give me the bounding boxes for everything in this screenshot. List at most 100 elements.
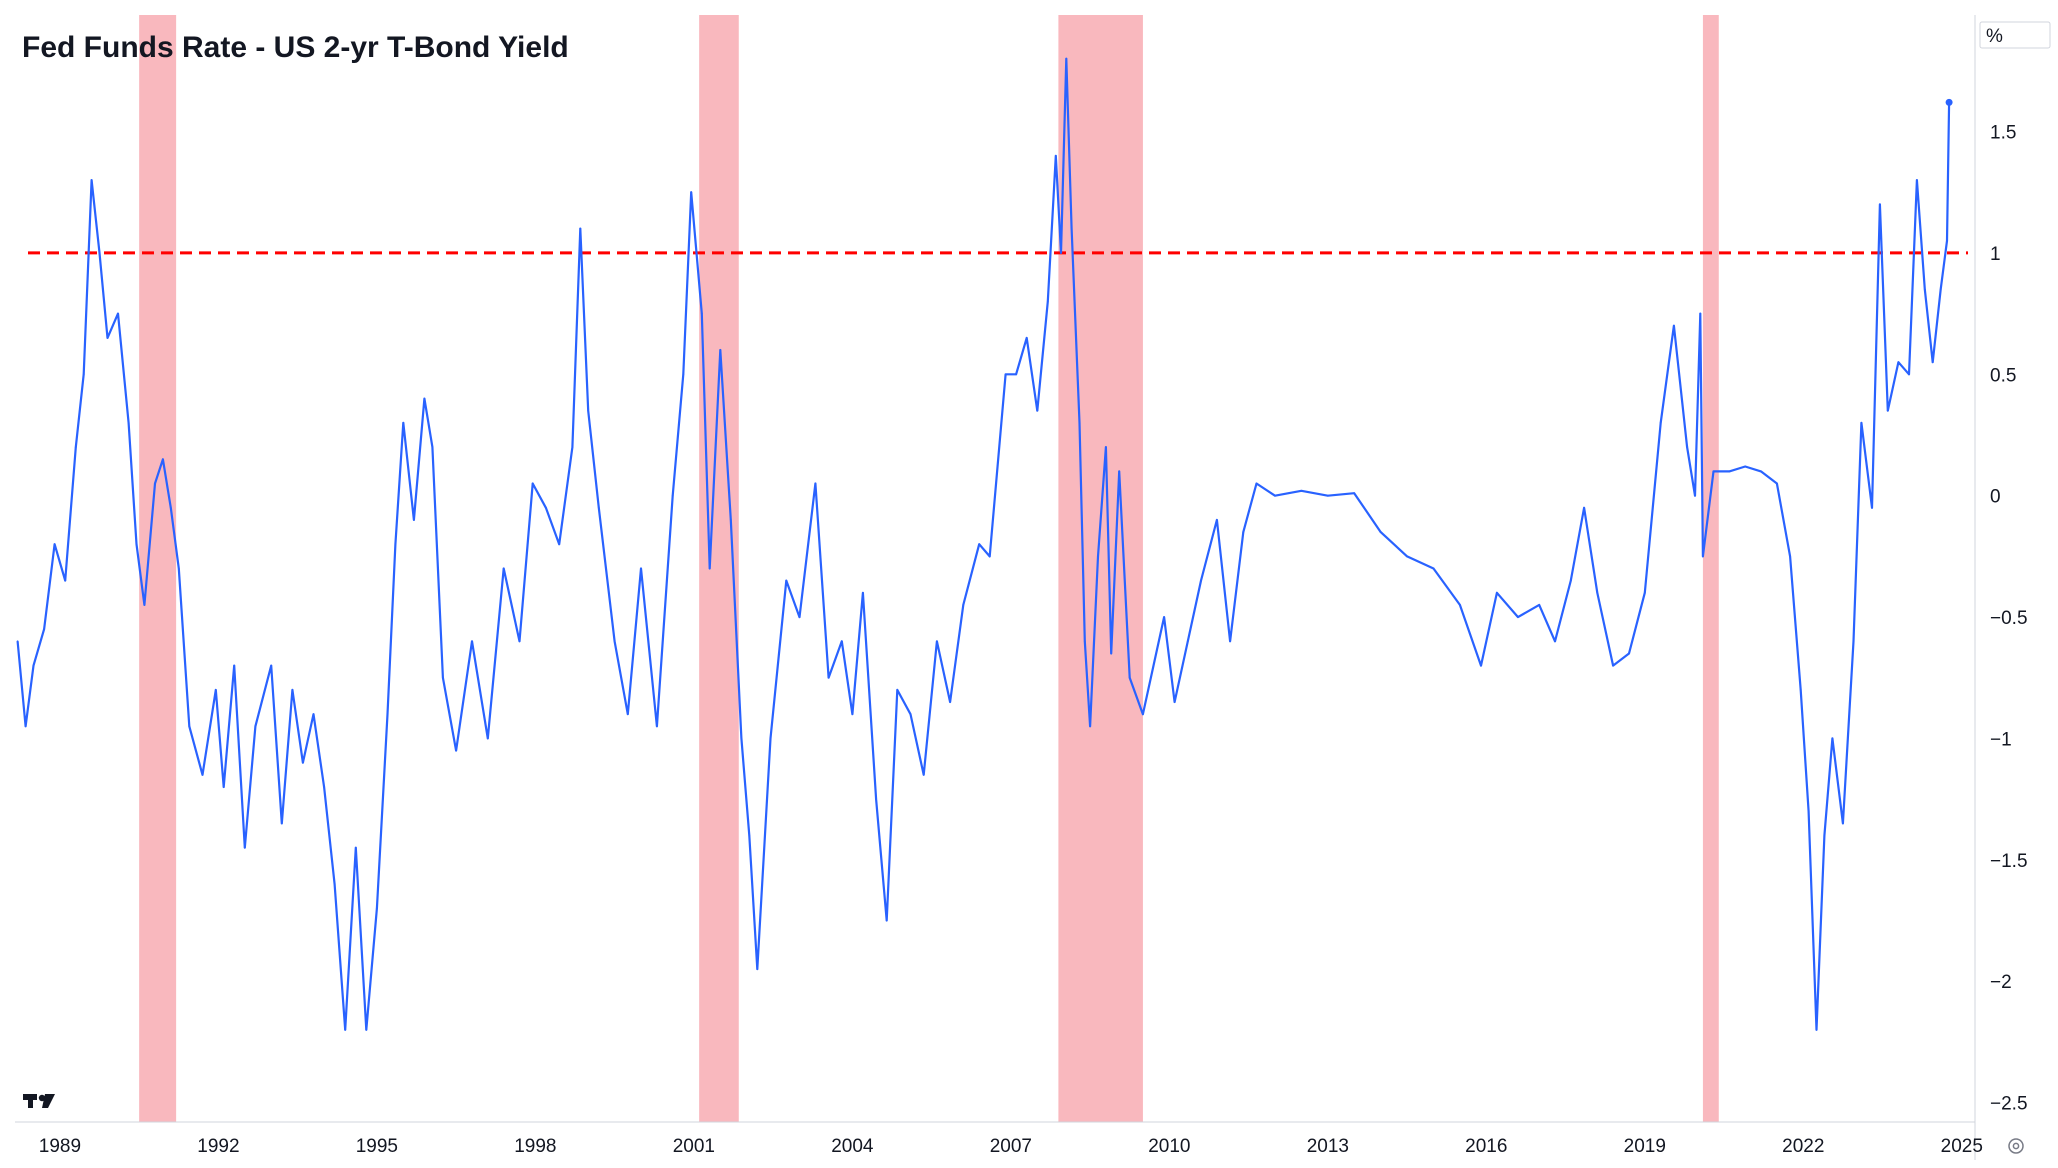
data-point <box>1255 482 1258 485</box>
data-point <box>862 591 864 594</box>
data-point <box>785 579 788 582</box>
data-point <box>1886 409 1889 412</box>
data-point <box>626 713 629 716</box>
data-point <box>1628 652 1630 655</box>
data-point <box>740 737 743 740</box>
data-point <box>1799 689 1802 691</box>
data-point <box>875 798 877 800</box>
data-point <box>1152 664 1155 667</box>
data-point <box>154 482 156 485</box>
data-point <box>1852 640 1855 643</box>
data-point <box>571 446 574 448</box>
data-point <box>1432 567 1435 570</box>
data-point <box>962 604 965 606</box>
data-point <box>127 421 130 424</box>
data-point <box>690 191 693 194</box>
data-point <box>1760 470 1762 473</box>
data-point <box>1200 579 1202 582</box>
data-point <box>431 446 434 448</box>
data-point <box>1163 616 1165 618</box>
data-point <box>1673 324 1675 327</box>
data-point <box>1118 470 1121 473</box>
data-point <box>1353 492 1356 495</box>
data-point <box>502 567 505 570</box>
data-point <box>840 640 843 643</box>
y-tick-label: 1 <box>1990 244 2001 265</box>
data-point <box>117 312 119 315</box>
data-point <box>1186 640 1189 643</box>
data-point <box>896 689 899 691</box>
x-tick-label: 2007 <box>990 1136 1032 1157</box>
data-point <box>1686 446 1688 448</box>
unit-label-box: % <box>1979 21 2051 49</box>
data-point <box>1025 337 1028 339</box>
data-point <box>402 421 405 424</box>
data-point <box>988 555 991 558</box>
data-point <box>1065 57 1068 60</box>
data-point <box>909 713 912 716</box>
data-point <box>143 604 146 606</box>
data-point <box>291 689 294 691</box>
data-point <box>1054 154 1057 157</box>
data-point <box>949 701 951 703</box>
data-point <box>188 725 191 728</box>
data-point <box>98 252 101 254</box>
settings-gear-icon[interactable] <box>2008 1138 2024 1154</box>
data-point <box>1036 409 1039 412</box>
data-point <box>1004 373 1007 376</box>
x-tick-label: 1989 <box>39 1136 81 1157</box>
data-point <box>1612 664 1614 667</box>
x-tick-label: 2025 <box>1941 1136 1983 1157</box>
data-point <box>386 713 389 716</box>
data-point <box>1897 361 1900 364</box>
x-tick-label: 2004 <box>831 1136 874 1157</box>
data-point <box>729 519 732 521</box>
data-point <box>1173 701 1176 703</box>
data-point <box>74 446 77 448</box>
data-point <box>214 689 217 691</box>
data-point <box>162 458 164 461</box>
data-point <box>1097 555 1099 558</box>
data-point <box>1406 555 1408 558</box>
data-point <box>455 749 457 752</box>
unit-label: % <box>1986 26 2003 47</box>
data-point <box>222 786 225 788</box>
data-point <box>1569 579 1572 582</box>
data-point <box>531 482 534 485</box>
data-point <box>1459 604 1461 606</box>
x-tick-label: 2022 <box>1782 1136 1824 1157</box>
y-tick-label: 0 <box>1990 487 2001 508</box>
y-tick-label: −0.5 <box>1990 608 2028 629</box>
data-point <box>333 883 336 885</box>
data-point <box>1702 555 1704 558</box>
data-point <box>1931 361 1934 364</box>
y-tick-label: −1.5 <box>1990 851 2028 872</box>
data-point <box>1946 239 1948 242</box>
data-point <box>936 640 938 643</box>
data-point <box>16 640 19 643</box>
data-point <box>1517 616 1519 618</box>
data-point <box>1923 288 1926 291</box>
data-point <box>682 373 685 376</box>
data-point <box>1831 737 1834 740</box>
data-point <box>1596 591 1599 594</box>
data-point <box>177 567 180 570</box>
data-point <box>1860 421 1863 424</box>
recession-band <box>1058 15 1143 1122</box>
data-point <box>1908 373 1910 376</box>
data-point <box>354 846 357 849</box>
data-point <box>1744 465 1747 468</box>
data-point <box>64 579 67 582</box>
data-point <box>1015 373 1017 376</box>
data-point <box>1939 288 1942 291</box>
data-point <box>442 676 444 679</box>
data-point <box>1879 203 1881 206</box>
data-point <box>814 482 817 485</box>
recession-band <box>1702 15 1719 1122</box>
data-point <box>243 846 246 849</box>
data-point <box>640 567 642 570</box>
data-point <box>1274 494 1276 497</box>
y-tick-label: −2 <box>1990 972 2012 993</box>
axes <box>15 15 1976 1160</box>
data-point <box>1105 446 1107 448</box>
